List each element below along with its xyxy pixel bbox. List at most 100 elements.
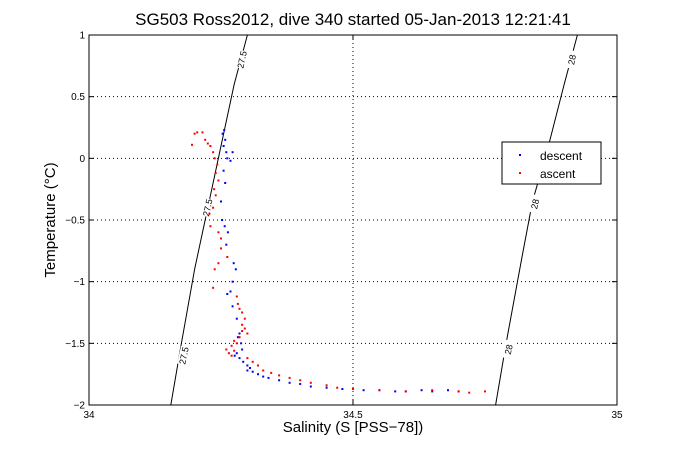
ascent-point xyxy=(220,247,222,250)
density-contour-label-mask xyxy=(528,194,542,214)
density-contour-label: 28 xyxy=(566,54,578,66)
descent-point xyxy=(267,376,270,379)
ascent-point xyxy=(299,379,302,382)
legend-ascent-label: ascent xyxy=(540,167,576,181)
descent-point xyxy=(246,364,249,367)
descent-point xyxy=(223,129,226,131)
ascent-point xyxy=(352,388,354,390)
descent-point xyxy=(224,138,227,141)
density-contour-label-mask xyxy=(501,339,516,360)
descent-point xyxy=(235,352,238,355)
descent-point xyxy=(220,200,222,203)
descent-point xyxy=(223,225,226,228)
ascent-point xyxy=(213,268,216,271)
ascent-point xyxy=(235,342,238,345)
ascent-point xyxy=(378,389,381,392)
y-tick-label: 1 xyxy=(79,31,85,42)
ascent-point xyxy=(309,381,312,384)
ascent-point xyxy=(226,256,229,258)
density-contour-label-mask xyxy=(565,49,579,70)
legend-descent-label: descent xyxy=(540,149,583,163)
ascent-point xyxy=(213,157,216,160)
density-contour-label-mask xyxy=(235,49,249,70)
ascent-point xyxy=(208,212,211,215)
ascent-point xyxy=(213,188,216,191)
ascent-point xyxy=(212,206,215,209)
density-contour-label: 27.5 xyxy=(177,346,190,365)
density-contours: 27.5 27.5 27.5 28 28 28 xyxy=(170,34,579,406)
ascent-point xyxy=(238,307,241,310)
descent-point xyxy=(325,386,328,389)
descent-point xyxy=(234,268,237,271)
y-tick-label: −1.5 xyxy=(65,339,85,350)
legend: descent ascent xyxy=(501,141,602,185)
descent-point xyxy=(249,367,251,369)
ascent-point xyxy=(241,323,244,326)
x-axis-label: Salinity (S [PSS−78]) xyxy=(283,419,423,436)
ascent-point xyxy=(325,384,328,387)
descent-point xyxy=(240,342,243,345)
axis-ticks: 34 34.5 35 −2 −1.5 −1 −0.5 0 0.5 1 xyxy=(65,31,623,422)
ascent-point xyxy=(262,369,265,372)
legend-box xyxy=(501,141,602,185)
ascent-point xyxy=(230,344,233,347)
density-contour-label-mask xyxy=(201,197,215,218)
descent-point xyxy=(232,262,235,265)
descent-point xyxy=(420,389,423,392)
descent-point xyxy=(236,336,239,339)
descent-point xyxy=(235,317,238,320)
density-contour-label: 27.5 xyxy=(201,198,214,217)
ascent-point xyxy=(225,348,228,351)
ascent-point xyxy=(217,179,220,182)
ascent-point xyxy=(288,376,291,379)
ascent-point xyxy=(457,390,460,393)
ascent-point xyxy=(217,231,220,234)
y-axis-label: Temperature (°C) xyxy=(42,162,59,277)
legend-ascent-marker xyxy=(519,172,521,174)
descent-point xyxy=(362,389,365,392)
ascent-point xyxy=(212,151,215,154)
descent-point xyxy=(257,373,259,376)
ascent-point xyxy=(209,225,212,228)
y-tick-label: −1 xyxy=(74,277,86,288)
descent-point xyxy=(246,369,249,372)
descent-point xyxy=(224,182,227,184)
ascent-point xyxy=(193,132,196,135)
y-tick-label: −0.5 xyxy=(65,216,85,227)
ascent-point xyxy=(241,311,244,314)
ascent-point xyxy=(217,262,220,265)
descent-point xyxy=(225,151,228,154)
ascent-point xyxy=(214,194,217,197)
ascent-point xyxy=(220,237,222,240)
x-tick-label: 34 xyxy=(83,410,95,421)
ascent-point xyxy=(468,391,471,394)
descent-point xyxy=(341,388,344,390)
grid-lines xyxy=(89,35,617,405)
ascent-point xyxy=(206,142,209,145)
ascent-point xyxy=(270,371,273,374)
descent-point xyxy=(231,305,234,308)
ascent-point xyxy=(233,349,236,352)
descent-point xyxy=(233,354,236,357)
ascent-point xyxy=(191,143,193,146)
descent-point xyxy=(221,219,224,221)
ascent-point xyxy=(196,131,199,134)
ascent-point xyxy=(233,339,236,342)
descent-point xyxy=(229,290,232,293)
descent-point xyxy=(447,389,449,392)
descent-point xyxy=(226,157,229,160)
ascent-point xyxy=(243,317,246,320)
descent-point xyxy=(222,169,225,172)
descent-point xyxy=(309,385,312,388)
descent-point xyxy=(221,132,224,135)
descent-point xyxy=(278,379,281,382)
ascent-point xyxy=(204,138,207,141)
descent-point xyxy=(229,159,232,162)
ascent-point xyxy=(431,389,434,392)
ascent-point xyxy=(336,386,339,389)
ascent-point xyxy=(404,390,407,393)
density-contour-label: 28 xyxy=(529,198,541,210)
descent-point xyxy=(242,360,245,363)
ascent-point xyxy=(241,330,244,332)
